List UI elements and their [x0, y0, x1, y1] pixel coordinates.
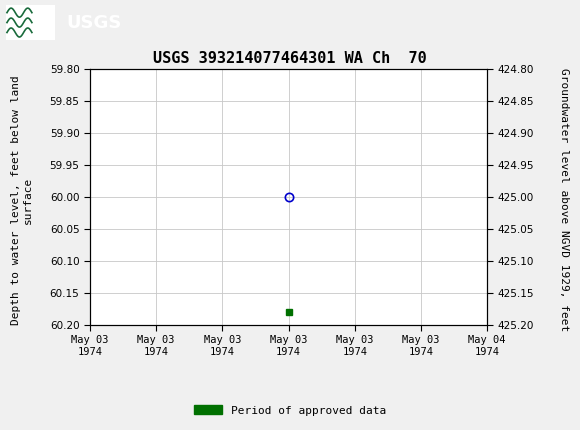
Text: Groundwater level above NGVD 1929, feet: Groundwater level above NGVD 1929, feet: [559, 68, 569, 332]
Text: Depth to water level, feet below land
surface: Depth to water level, feet below land su…: [11, 75, 33, 325]
Text: USGS 393214077464301 WA Ch  70: USGS 393214077464301 WA Ch 70: [153, 51, 427, 65]
Legend: Period of approved data: Period of approved data: [190, 401, 390, 420]
Bar: [6, 6, 55, 40]
Text: USGS: USGS: [67, 14, 122, 31]
